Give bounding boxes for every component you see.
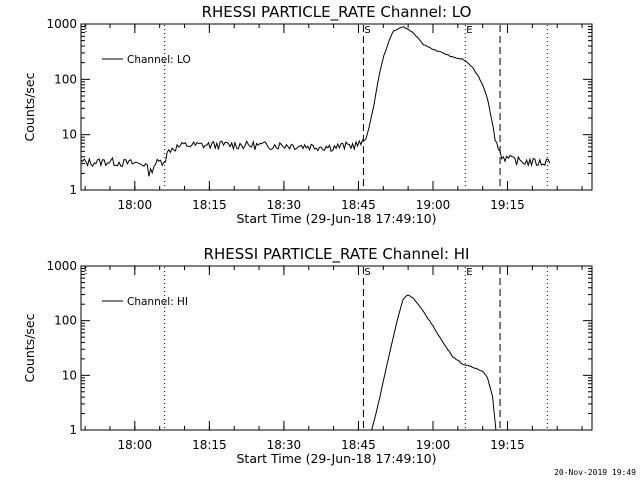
panel2-chart: RHESSI PARTICLE_RATE Channel: HI 1 10 100 10… xyxy=(22,245,593,466)
panel1-y-tick-label: 1 xyxy=(69,183,77,197)
panel2-title: RHESSI PARTICLE_RATE Channel: HI xyxy=(204,245,470,264)
panel2-y-tick-label: 1 xyxy=(69,423,77,437)
panel2-x-tick-label: 18:45 xyxy=(341,438,376,452)
panel1-plot-frame xyxy=(80,23,593,191)
panel2-y-axis-label: Counts/sec xyxy=(22,313,37,382)
panel1-x-tick-label: 19:15 xyxy=(490,198,525,212)
panel1-y-tick-label: 10 xyxy=(62,128,77,142)
panel2-y-tick-label: 100 xyxy=(54,314,77,328)
panel1-marker-label-E: E xyxy=(466,25,472,36)
panel1-y-axis-label: Counts/sec xyxy=(22,72,37,141)
panel2-x-axis-label: Start Time (29-Jun-18 17:49:10) xyxy=(237,451,437,466)
panel2-y-tick-label: 1000 xyxy=(46,259,77,273)
panel2-x-tick-label: 18:15 xyxy=(192,438,227,452)
panel1-y-tick-label: 100 xyxy=(54,72,77,86)
panel2-x-tick-label: 18:30 xyxy=(267,438,302,452)
panel1-x-tick-label: 18:00 xyxy=(118,198,153,212)
panel1-chart: RHESSI PARTICLE_RATE Channel: LO 1 10 100 10… xyxy=(22,3,593,226)
panel2-x-tick-label: 18:00 xyxy=(118,438,153,452)
panel2-y-tick-label: 10 xyxy=(62,368,77,382)
panel1-x-tick-label: 18:15 xyxy=(192,198,227,212)
panel1-x-tick-label: 19:00 xyxy=(416,198,451,212)
panel2-x-tick-label: 19:15 xyxy=(490,438,525,452)
panel1-x-tick-label: 18:45 xyxy=(341,198,376,212)
footer-timestamp: 20-Nov-2019 19:49 xyxy=(554,468,636,477)
panel2-marker-label-E: E xyxy=(466,267,472,278)
panel1-x-tick-label: 18:30 xyxy=(267,198,302,212)
panel1-x-axis-label: Start Time (29-Jun-18 17:49:10) xyxy=(237,211,437,226)
panel2-x-tick-label: 19:00 xyxy=(416,438,451,452)
panel1-title: RHESSI PARTICLE_RATE Channel: LO xyxy=(202,3,472,22)
panel2-marker-label-S: S xyxy=(364,267,370,278)
panel2-series-line xyxy=(371,294,497,431)
panel1-marker-label-S: S xyxy=(364,25,370,36)
panel2-legend-label: Channel: HI xyxy=(127,296,188,308)
panel1-series-line xyxy=(80,26,551,177)
panel1-y-tick-label: 1000 xyxy=(46,17,77,31)
panel2-plot-frame xyxy=(80,265,593,431)
panel1-legend-label: Channel: LO xyxy=(127,54,191,66)
